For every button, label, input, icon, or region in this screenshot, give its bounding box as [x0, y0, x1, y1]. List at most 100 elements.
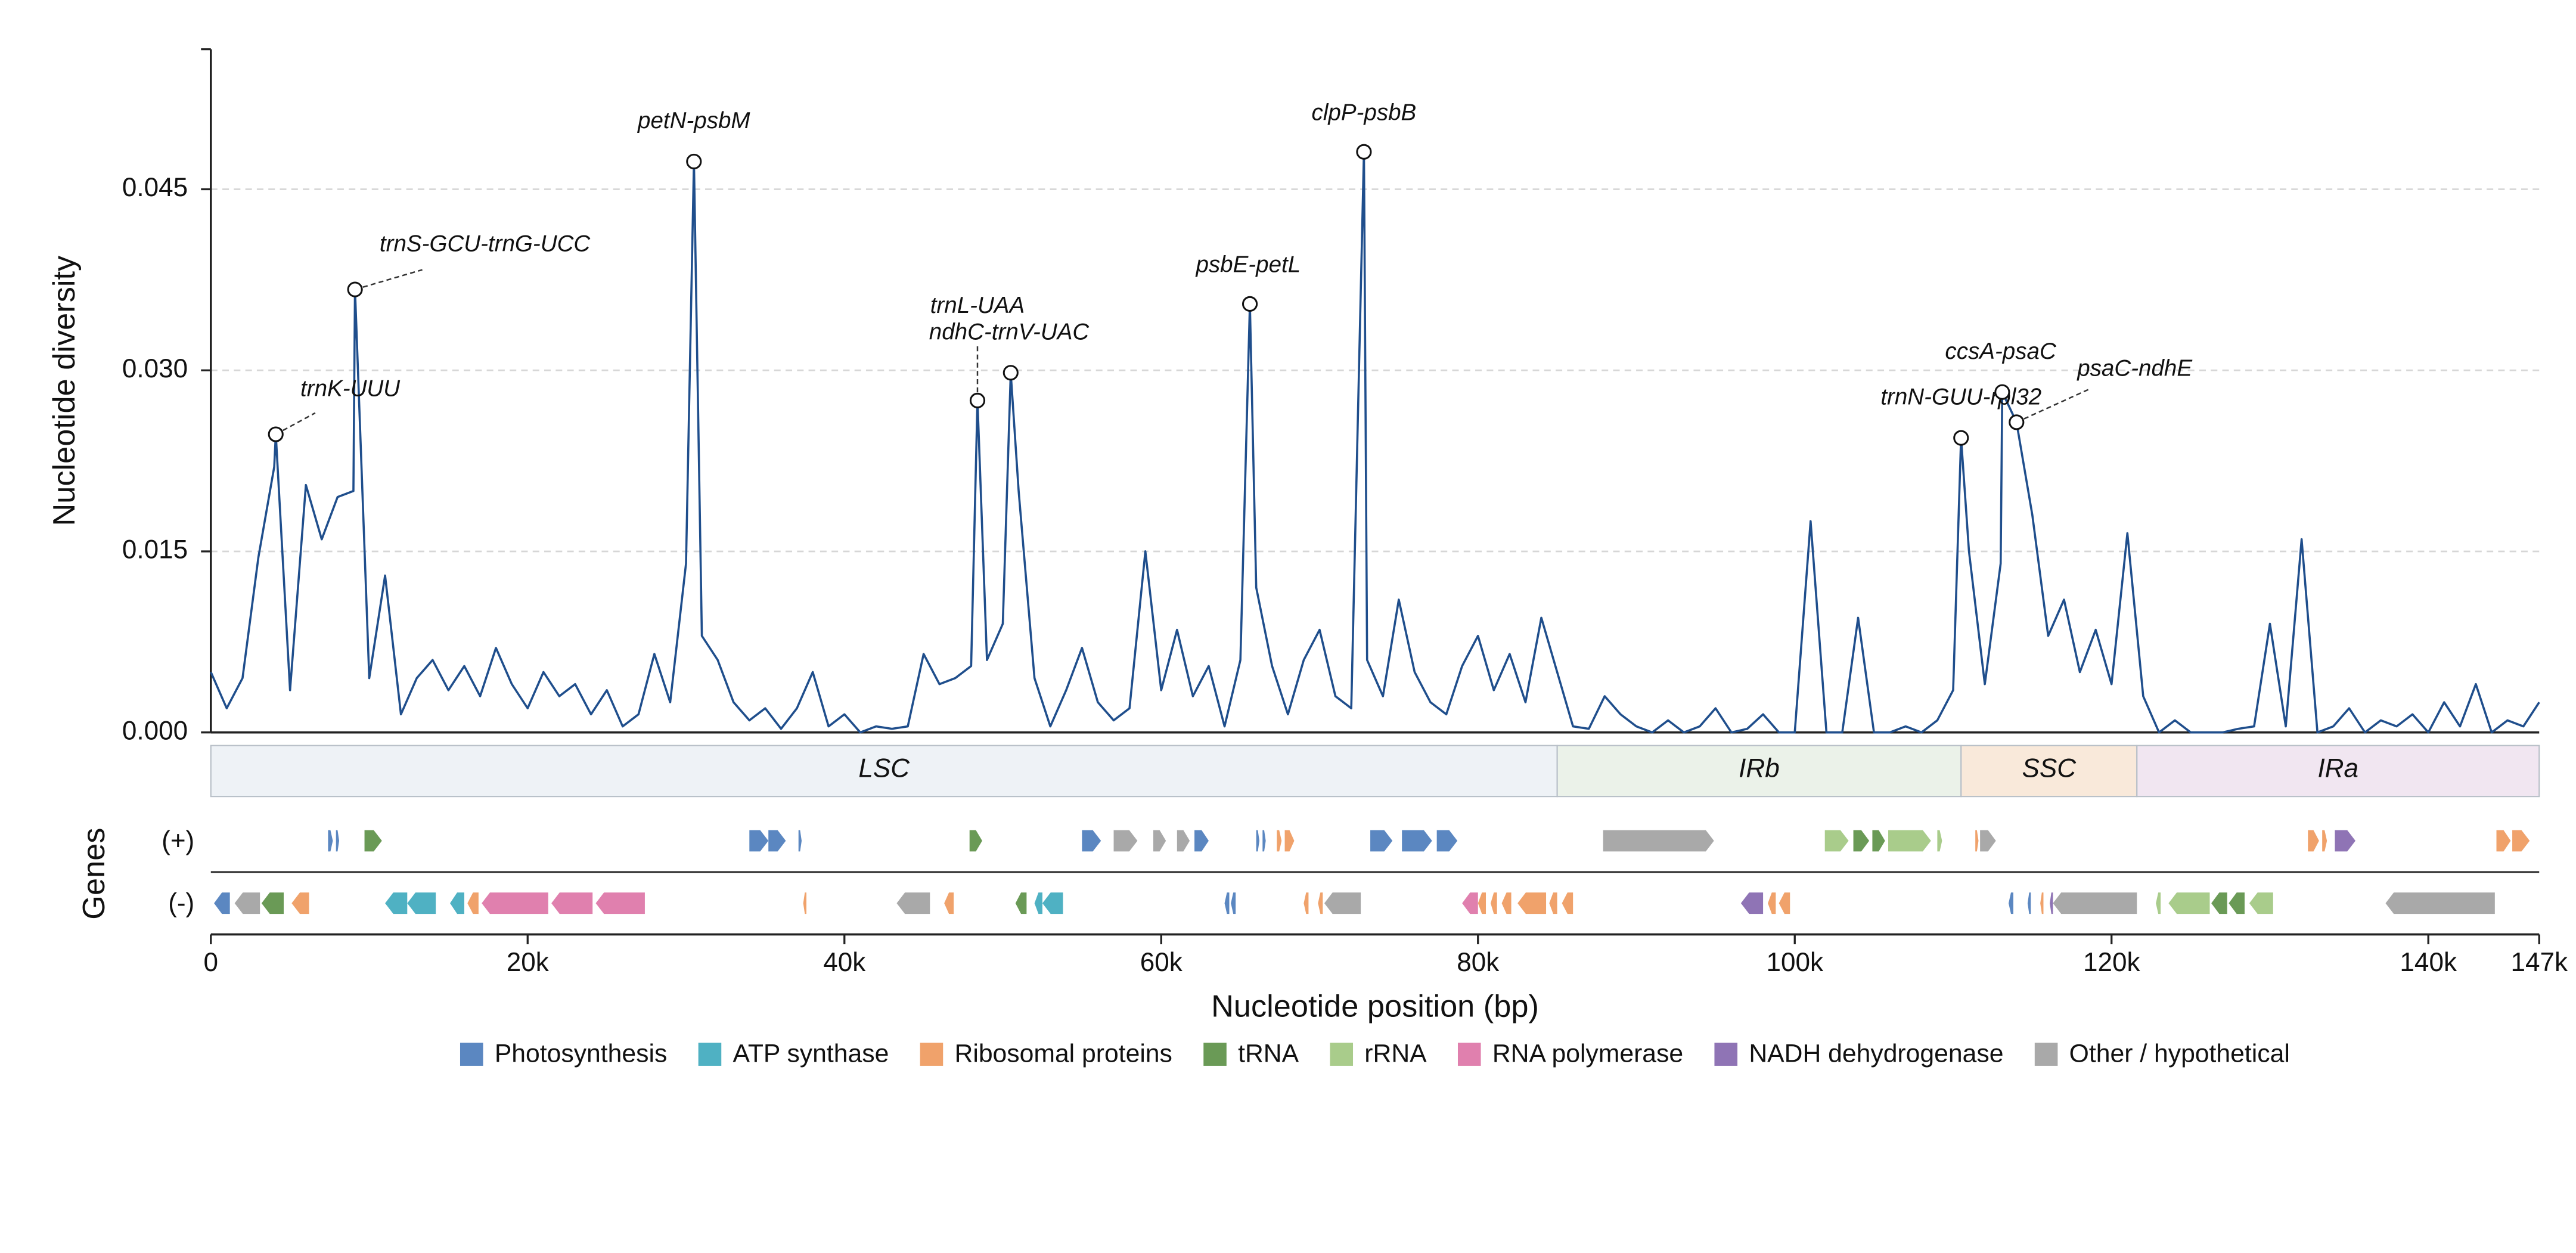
gene: [2156, 892, 2161, 914]
peak-marker: [1003, 365, 1019, 381]
gene: [407, 892, 436, 914]
region-band: [2136, 745, 2540, 798]
gene: [749, 830, 769, 852]
gene: [2008, 892, 2013, 914]
gene: [1937, 830, 1942, 852]
x-axis-title: Nucleotide position (bp): [1211, 989, 1539, 1024]
leader-line: [2016, 389, 2090, 423]
gene: [234, 892, 260, 914]
peak-marker: [1994, 384, 2010, 400]
gene: [1436, 830, 1458, 852]
leader-line: [355, 269, 423, 290]
legend-swatch: [920, 1043, 944, 1066]
region-band: [210, 745, 1558, 798]
x-tick-label: 120k: [2083, 948, 2141, 977]
gene: [1284, 830, 1295, 852]
legend-swatch: [1330, 1043, 1354, 1066]
gene: [1042, 892, 1063, 914]
peak-marker: [2009, 414, 2025, 430]
gene: [2050, 892, 2053, 914]
gene: [1888, 830, 1931, 852]
gene: [1603, 830, 1714, 852]
y-tick-label: 0.045: [122, 173, 188, 202]
gene: [2027, 892, 2031, 914]
legend-swatch: [1203, 1043, 1227, 1066]
gene: [1256, 830, 1260, 852]
x-tick-label: 100k: [1766, 948, 1824, 977]
x-tick-label: 0: [204, 948, 219, 977]
leader-line: [275, 412, 316, 435]
gene: [1501, 892, 1512, 914]
gene: [1177, 830, 1190, 852]
region-band: [1960, 745, 2138, 798]
strand-label: (+): [162, 826, 194, 855]
gene: [1402, 830, 1432, 852]
gene: [896, 892, 930, 914]
gene: [1194, 830, 1209, 852]
gene: [328, 830, 333, 852]
gene: [1740, 892, 1764, 914]
gene: [482, 892, 548, 914]
gene: [214, 892, 230, 914]
gene: [944, 892, 954, 914]
gene: [1980, 830, 1996, 852]
region-label: LSC: [858, 754, 910, 783]
region-label: SSC: [2022, 754, 2077, 783]
gene: [1872, 830, 1885, 852]
gene: [1153, 830, 1166, 852]
peak-marker: [686, 153, 702, 170]
legend-swatch: [2034, 1043, 2058, 1066]
gene: [1370, 830, 1393, 852]
legend-label: rRNA: [1364, 1039, 1427, 1068]
gene: [1277, 830, 1282, 852]
y-tick-label: 0.030: [122, 354, 188, 383]
gene: [2385, 892, 2495, 914]
peak-label: trnN-GUU-rpl32: [1880, 384, 2041, 410]
peak-marker: [1242, 296, 1258, 312]
gene: [1015, 892, 1027, 914]
gene: [803, 892, 806, 914]
gene: [768, 830, 786, 852]
gene: [336, 830, 340, 852]
gene: [1318, 892, 1323, 914]
legend-swatch: [698, 1043, 722, 1066]
x-tick-label: 40k: [823, 948, 866, 977]
gene: [2322, 830, 2327, 852]
gene: [2335, 830, 2355, 852]
gene: [1478, 892, 1486, 914]
peak-label: clpP-psbB: [1312, 100, 1417, 126]
gene: [2040, 892, 2044, 914]
gene: [1853, 830, 1870, 852]
gene: [1303, 892, 1309, 914]
legend-swatch: [460, 1043, 483, 1066]
region-band: [1556, 745, 1962, 798]
gene: [2168, 892, 2210, 914]
gene: [364, 830, 382, 852]
x-tick-label: 140k: [2400, 948, 2457, 977]
x-tick-label: 147k: [2510, 948, 2568, 977]
peak-marker: [969, 392, 986, 408]
gene: [385, 892, 408, 914]
peak-label: ndhC-trnV-UAC: [929, 319, 1090, 345]
x-tick-label: 20k: [507, 948, 550, 977]
gene: [1779, 892, 1790, 914]
gene: [551, 892, 593, 914]
gene: [1824, 830, 1849, 852]
peak-label: trnS-GCU-trnG-UCC: [380, 231, 591, 256]
gene: [1517, 892, 1547, 914]
peak-label: psbE-petL: [1195, 252, 1301, 278]
gene: [2249, 892, 2273, 914]
gene: [1262, 830, 1266, 852]
gene: [291, 892, 309, 914]
gene: [798, 830, 802, 852]
gene: [1462, 892, 1478, 914]
gene: [2512, 830, 2530, 852]
peak-marker: [1953, 430, 1969, 446]
legend: Photosynthesis ATP synthase Ribosomal prot…: [460, 1039, 2290, 1068]
gene: [450, 892, 464, 914]
y-tick-label: 0.000: [122, 716, 188, 745]
legend-swatch: [1457, 1043, 1481, 1066]
gene: [969, 830, 982, 852]
gene: [2053, 892, 2137, 914]
gene: [1034, 892, 1042, 914]
